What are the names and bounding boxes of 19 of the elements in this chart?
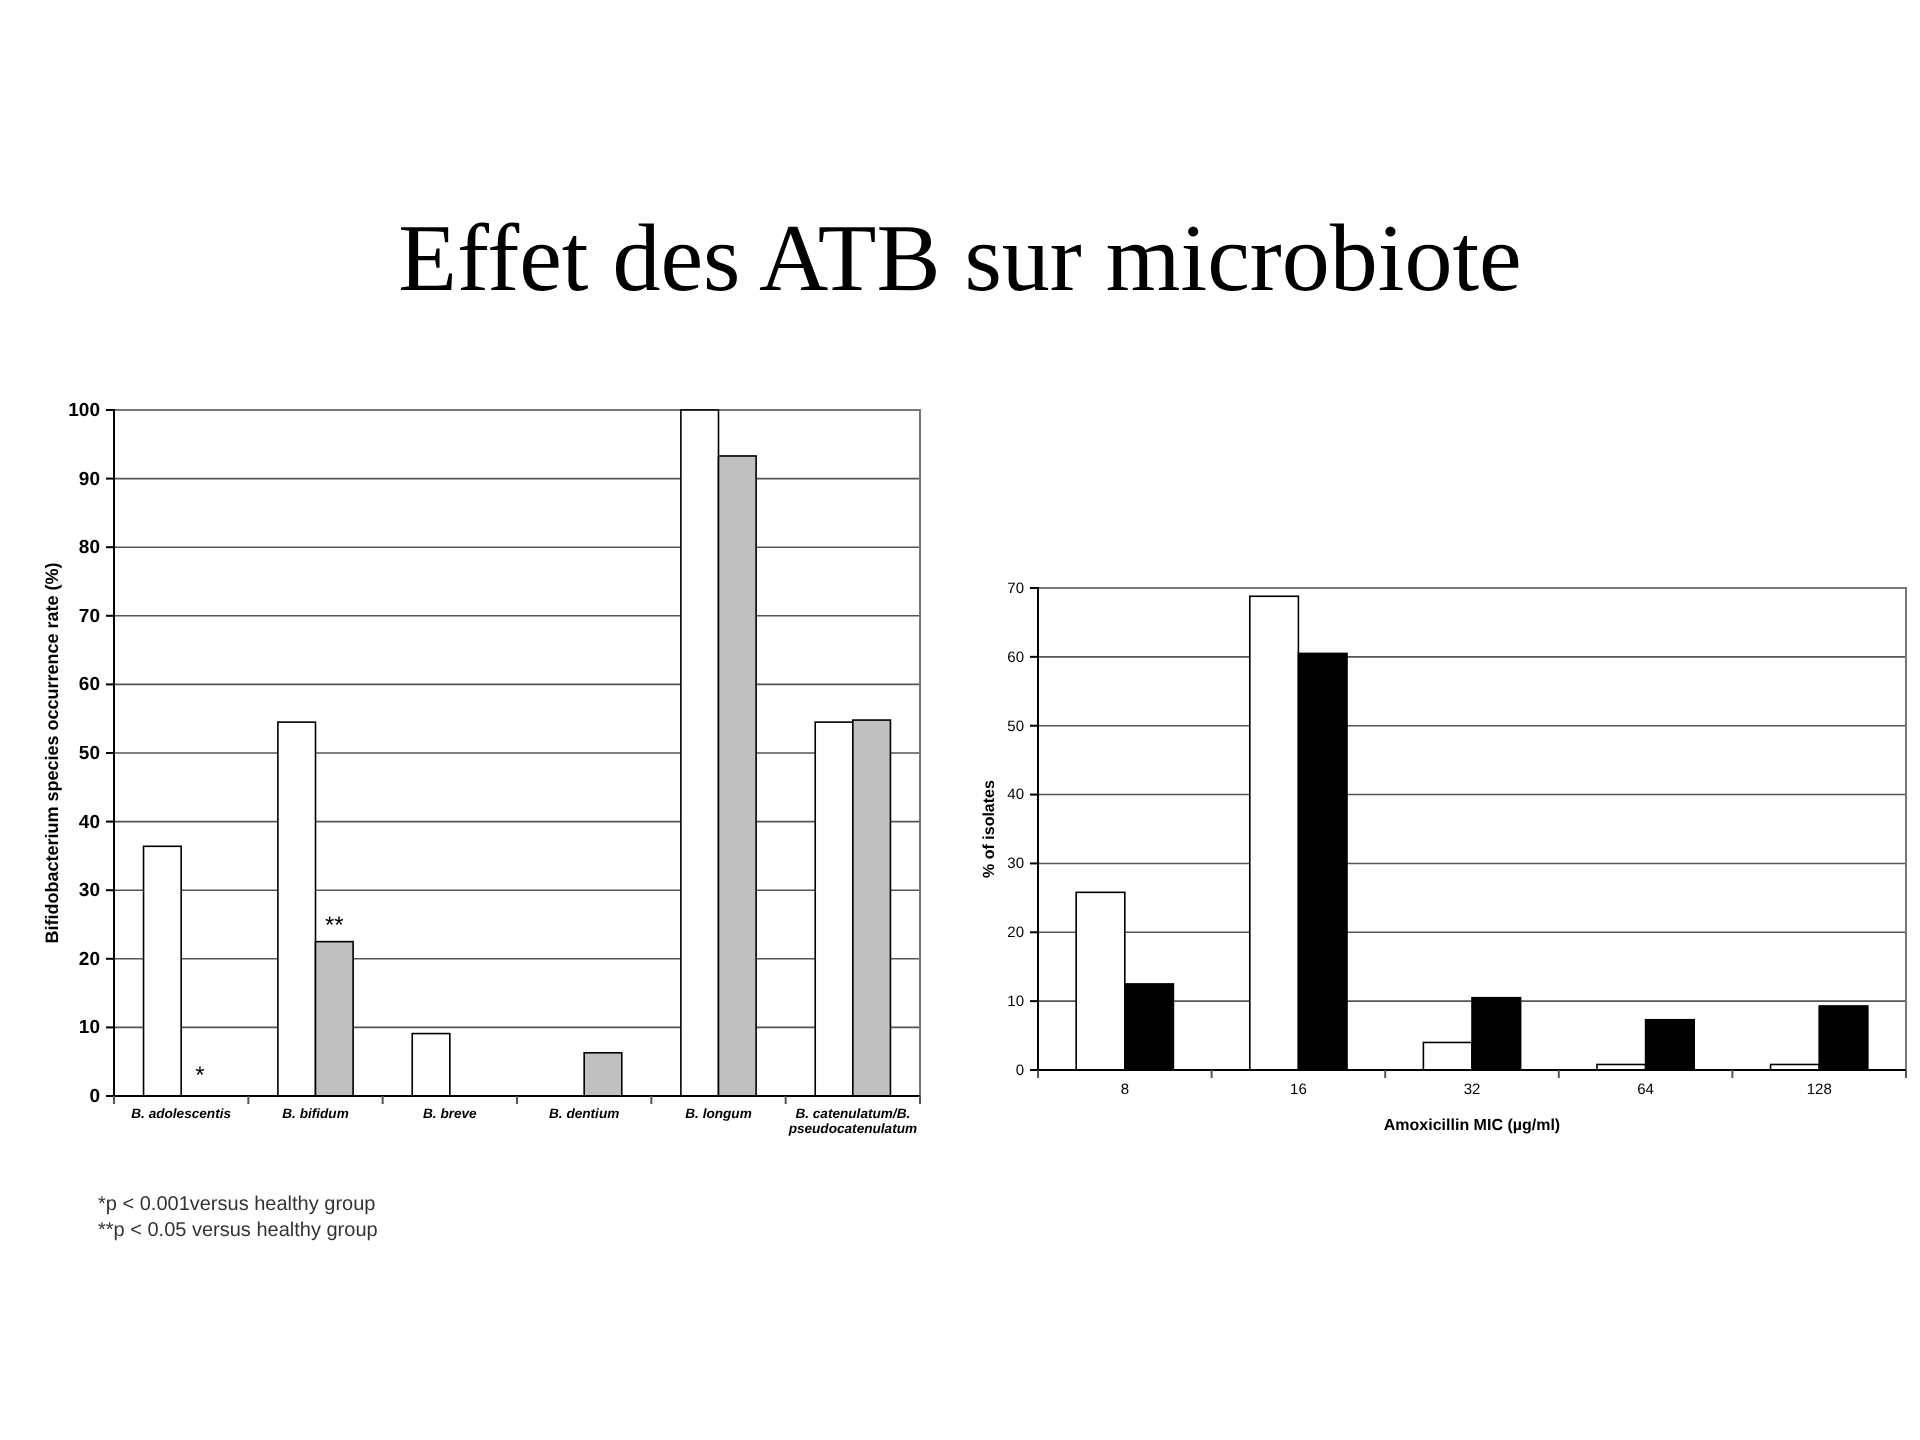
y-tick-label: 100 [68,400,100,423]
chart-title: Effet des ATB sur microbiote [398,206,1522,312]
y-tick-label: 10 [78,1017,100,1040]
annotation: ** [324,910,345,939]
y-tick-label: 60 [78,674,100,697]
y-tick-label: 70 [78,605,100,628]
y-tick-label: 20 [78,948,100,971]
y-axis-title: % of isolates [980,779,998,878]
y-axis-title: Bifidobacterium species occurrence rate (%) [42,562,62,944]
y-tick-label: 0 [89,1086,100,1109]
y-tick-label: 80 [78,537,100,560]
y-tick-label: 40 [78,811,100,834]
annotation: * [195,1061,206,1090]
x-axis-title: Amoxicillin MIC (µg/ml) [1383,1116,1561,1134]
y-tick-label: 30 [78,880,100,903]
text: **p < 0.05 versus healthy group [98,1220,379,1242]
text: *p < 0.001versus healthy group [98,1194,377,1216]
y-tick-label: 50 [78,743,100,766]
y-tick-label: 90 [78,468,100,491]
